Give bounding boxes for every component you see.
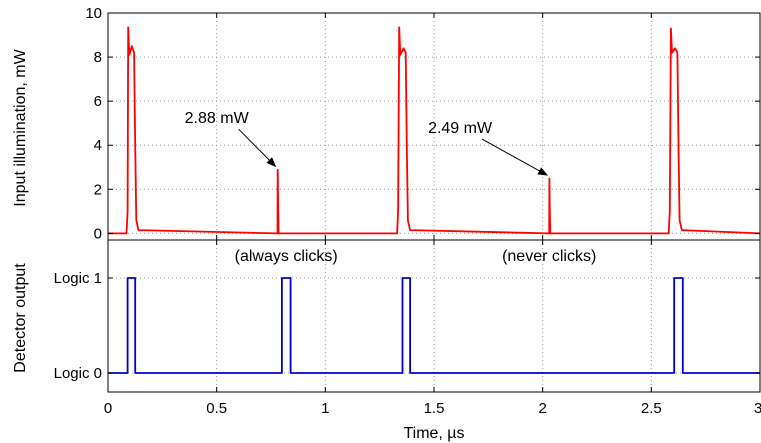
- tick-labels: 0 2 4 6 8 10 Logic 0 Logic 1 0 0.5 1 1.5 2 2.5 3: [54, 5, 761, 417]
- annotation-arrow: [481, 138, 549, 176]
- x-tick-label: 2: [538, 400, 546, 417]
- x-tick-label: 0.5: [206, 400, 227, 417]
- annotation-label: 2.49 mW: [428, 120, 493, 137]
- x-axis-label: Time, µs: [403, 425, 464, 442]
- annotation-label: (always clicks): [235, 248, 338, 265]
- y-tick-label: 8: [94, 49, 102, 66]
- y-tick-label: 4: [94, 137, 102, 154]
- bottom-y-axis-label: Detector output: [12, 263, 29, 373]
- y-tick-label: Logic 1: [54, 270, 102, 287]
- annotation-label: (never clicks): [502, 248, 596, 265]
- annotation-label: 2.88 mW: [185, 110, 250, 127]
- bottom-panel-frame: [107, 239, 761, 393]
- y-tick-label: 0: [94, 225, 102, 242]
- x-tick-label: 3: [754, 400, 761, 417]
- illumination-line: [108, 26, 761, 235]
- x-tick-label: 1: [321, 400, 329, 417]
- x-tick-label: 0: [104, 400, 112, 417]
- series-layer: [108, 26, 761, 374]
- y-tick-label: Logic 0: [54, 365, 102, 382]
- y-tick-label: 2: [94, 181, 102, 198]
- y-tick-label: 10: [85, 5, 102, 22]
- x-tick-label: 1.5: [424, 400, 445, 417]
- x-tick-label: 2.5: [641, 400, 662, 417]
- detector-output-line: [108, 277, 760, 374]
- y-tick-label: 6: [94, 93, 102, 110]
- top-y-axis-label: Input illumination, mW: [12, 48, 29, 206]
- top-panel-background: [108, 13, 760, 240]
- annotation-arrow: [238, 128, 277, 168]
- annotations: 2.88 mW 2.49 mW (always clicks) (never clic…: [185, 110, 597, 265]
